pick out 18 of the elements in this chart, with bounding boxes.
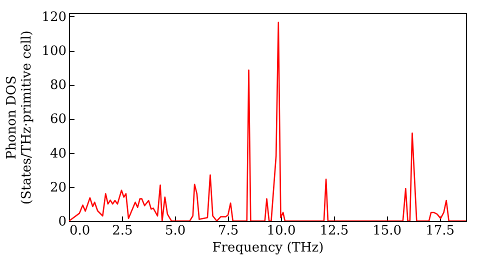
x-tick-label: 7.5 [218,224,239,238]
y-axis-title: Phonon DOS (States/THz·primitive cell) [4,30,35,205]
y-tick-label: 60 [50,112,66,128]
x-tick-label: 10.0 [266,224,296,238]
line-series [69,22,466,221]
x-tick-label: 2.5 [112,224,133,238]
y-tick-label: 20 [50,180,66,196]
x-tick-label: 15.0 [372,224,402,238]
x-axis-title: Frequency (THz) [212,240,324,256]
y-tick-label: 120 [42,10,66,25]
x-tick-label: 0.0 [70,224,90,238]
y-tick-label: 100 [42,44,66,60]
x-tick-label: 17.5 [426,224,455,238]
y-tick-label: 0 [58,214,66,230]
y-tick-label: 80 [50,78,66,94]
y-tick-label: 40 [50,146,66,162]
x-tick-label: 5.0 [165,224,186,238]
x-tick-label: 12.5 [320,224,349,238]
